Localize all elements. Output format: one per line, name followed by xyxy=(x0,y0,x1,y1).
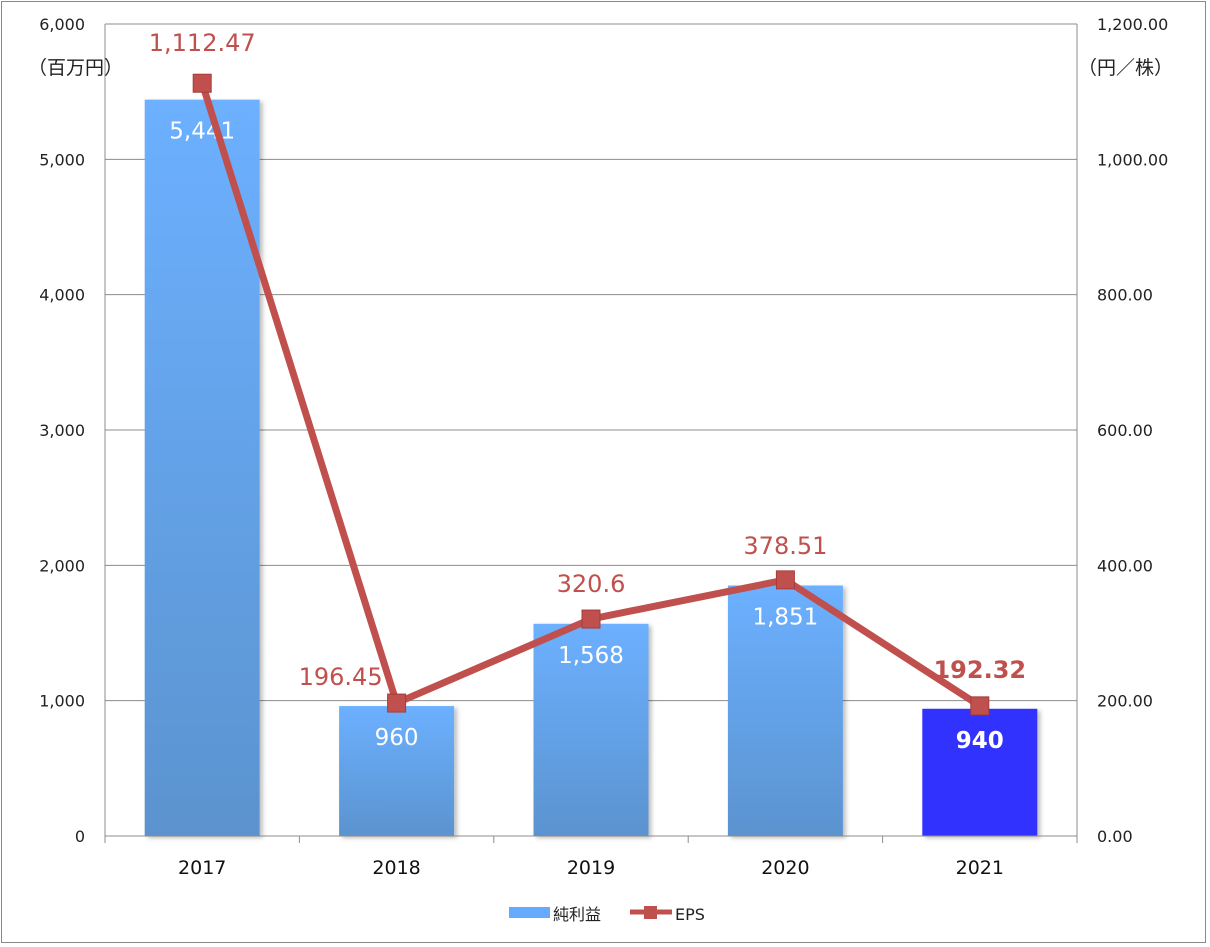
left-tick-label: 6,000 xyxy=(39,15,85,34)
x-category-label: 2020 xyxy=(761,857,809,879)
eps-marker-2018 xyxy=(387,693,407,713)
right-tick-label: 1,000.00 xyxy=(1097,150,1168,169)
right-tick-label: 600.00 xyxy=(1097,421,1153,440)
eps-value-label: 192.32 xyxy=(933,656,1026,684)
left-axis-unit: （百万円） xyxy=(28,57,123,79)
eps-value-label: 196.45 xyxy=(299,663,383,691)
bar-value-label: 5,441 xyxy=(169,119,235,145)
right-tick-label: 800.00 xyxy=(1097,286,1153,305)
bar-value-label: 940 xyxy=(956,728,1004,754)
bar-2020 xyxy=(727,585,843,836)
legend-marker-swatch xyxy=(644,906,657,919)
right-tick-label: 1,200.00 xyxy=(1097,15,1168,34)
legend-label-eps: EPS xyxy=(675,905,705,924)
left-tick-label: 5,000 xyxy=(39,150,85,169)
eps-marker-2019 xyxy=(581,609,601,629)
eps-marker-2021 xyxy=(970,696,990,716)
bar-value-label: 960 xyxy=(375,725,419,751)
x-category-label: 2021 xyxy=(956,857,1004,879)
left-tick-label: 1,000 xyxy=(39,692,85,711)
right-tick-label: 200.00 xyxy=(1097,692,1153,711)
legend-label-net-income: 純利益 xyxy=(553,905,601,924)
left-tick-label: 4,000 xyxy=(39,286,85,305)
eps-value-label: 320.6 xyxy=(557,570,626,598)
bar-2018 xyxy=(339,706,455,836)
x-category-label: 2018 xyxy=(372,857,420,879)
x-category-label: 2019 xyxy=(567,857,615,879)
left-tick-label: 0 xyxy=(75,827,85,846)
bar-2021 xyxy=(922,708,1038,836)
bar-2017 xyxy=(144,99,260,836)
bar-value-label: 1,851 xyxy=(752,604,818,630)
bar-2019 xyxy=(533,623,649,836)
legend-bar-swatch xyxy=(509,907,550,918)
x-category-label: 2017 xyxy=(178,857,226,879)
bar-value-label: 1,568 xyxy=(558,643,624,669)
left-tick-label: 2,000 xyxy=(39,556,85,575)
right-tick-label: 400.00 xyxy=(1097,556,1153,575)
right-tick-label: 0.00 xyxy=(1097,827,1133,846)
eps-marker-2017 xyxy=(192,73,212,93)
eps-marker-2020 xyxy=(775,570,795,590)
left-tick-label: 3,000 xyxy=(39,421,85,440)
eps-value-label: 1,112.47 xyxy=(149,29,256,57)
eps-value-label: 378.51 xyxy=(743,532,827,560)
right-axis-unit: （円／株） xyxy=(1078,57,1173,79)
